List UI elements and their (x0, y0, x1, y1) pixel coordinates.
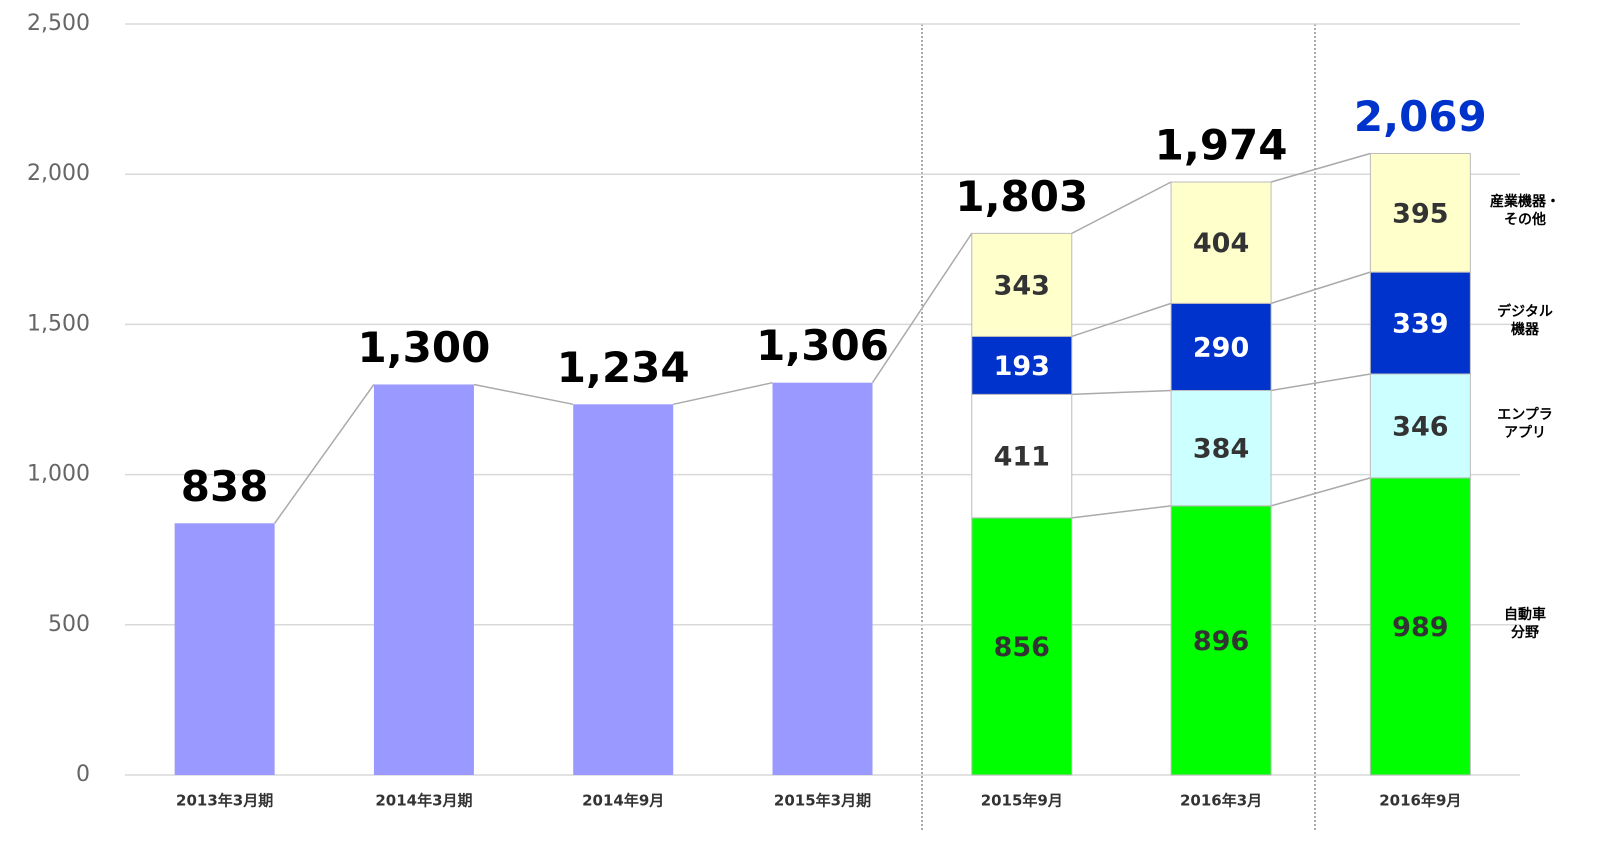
bar (174, 523, 275, 775)
legend-item: エンプラアプリ (1497, 406, 1553, 441)
bar-segment (1369, 373, 1471, 479)
segment-label: 989 (1392, 612, 1448, 643)
bar-segment (1369, 271, 1471, 375)
connector (1071, 389, 1172, 396)
total-label: 2,069 (1354, 92, 1487, 141)
segment-label: 856 (994, 632, 1050, 663)
bar-segment (1170, 505, 1272, 776)
x-tick-label: 2015年9月 (981, 792, 1063, 810)
bar-segment (1369, 477, 1471, 776)
segment-label: 290 (1193, 332, 1249, 363)
y-tick-label: 1,000 (27, 462, 90, 487)
connector (673, 381, 773, 406)
segment-label: 193 (994, 351, 1050, 382)
bar (772, 382, 873, 775)
total-label: 1,803 (955, 172, 1088, 221)
bar-segment (1369, 152, 1471, 273)
legend-label: デジタル機器 (1497, 304, 1553, 339)
legend-label: エンプラアプリ (1497, 406, 1553, 441)
legend-item: 自動車分野 (1504, 607, 1546, 642)
bar-segment (971, 517, 1073, 776)
legend-label: 自動車分野 (1504, 607, 1546, 642)
total-label: 1,300 (357, 323, 490, 372)
total-label: 1,306 (756, 321, 889, 370)
y-tick-label: 1,500 (27, 311, 90, 336)
x-tick-label: 2014年3月期 (375, 792, 472, 810)
x-tick-label: 2013年3月期 (176, 792, 273, 810)
bar (573, 404, 674, 775)
legend-label: 産業機器・その他 (1490, 193, 1560, 228)
segment-label: 384 (1193, 434, 1249, 465)
total-label: 838 (181, 462, 269, 511)
segment-label: 411 (994, 442, 1050, 473)
y-tick-label: 500 (48, 612, 90, 637)
connector (1270, 152, 1371, 183)
connector (274, 384, 375, 524)
x-tick-label: 2016年3月 (1180, 792, 1262, 810)
segment-label: 343 (994, 270, 1050, 301)
segment-label: 339 (1392, 309, 1448, 340)
connector (1270, 271, 1371, 305)
bar (373, 384, 474, 775)
x-tick-label: 2016年9月 (1379, 792, 1461, 810)
connector (1071, 505, 1172, 519)
x-tick-label: 2014年9月 (582, 792, 664, 810)
segment-label: 395 (1392, 198, 1448, 229)
legend-item: デジタル機器 (1497, 304, 1553, 339)
connector (473, 383, 574, 406)
connector (1270, 477, 1371, 507)
connector (1071, 181, 1172, 235)
bar-segment (1170, 302, 1272, 391)
bar-segment (971, 335, 1073, 395)
segment-label: 346 (1392, 411, 1448, 442)
y-tick-label: 2,500 (27, 11, 90, 36)
legend-item: 産業機器・その他 (1490, 193, 1560, 228)
bar-segment (971, 232, 1073, 337)
connector (1270, 373, 1371, 392)
y-tick-label: 0 (76, 762, 90, 787)
y-tick-label: 2,000 (27, 161, 90, 186)
segment-label: 896 (1193, 626, 1249, 657)
segment-label: 404 (1193, 228, 1249, 259)
total-label: 1,974 (1155, 121, 1288, 170)
connector (1071, 302, 1172, 338)
total-label: 1,234 (557, 343, 690, 392)
connector (871, 232, 973, 384)
bar-segment (971, 393, 1073, 519)
x-tick-label: 2015年3月期 (774, 792, 871, 810)
bar-segment (1170, 181, 1272, 304)
